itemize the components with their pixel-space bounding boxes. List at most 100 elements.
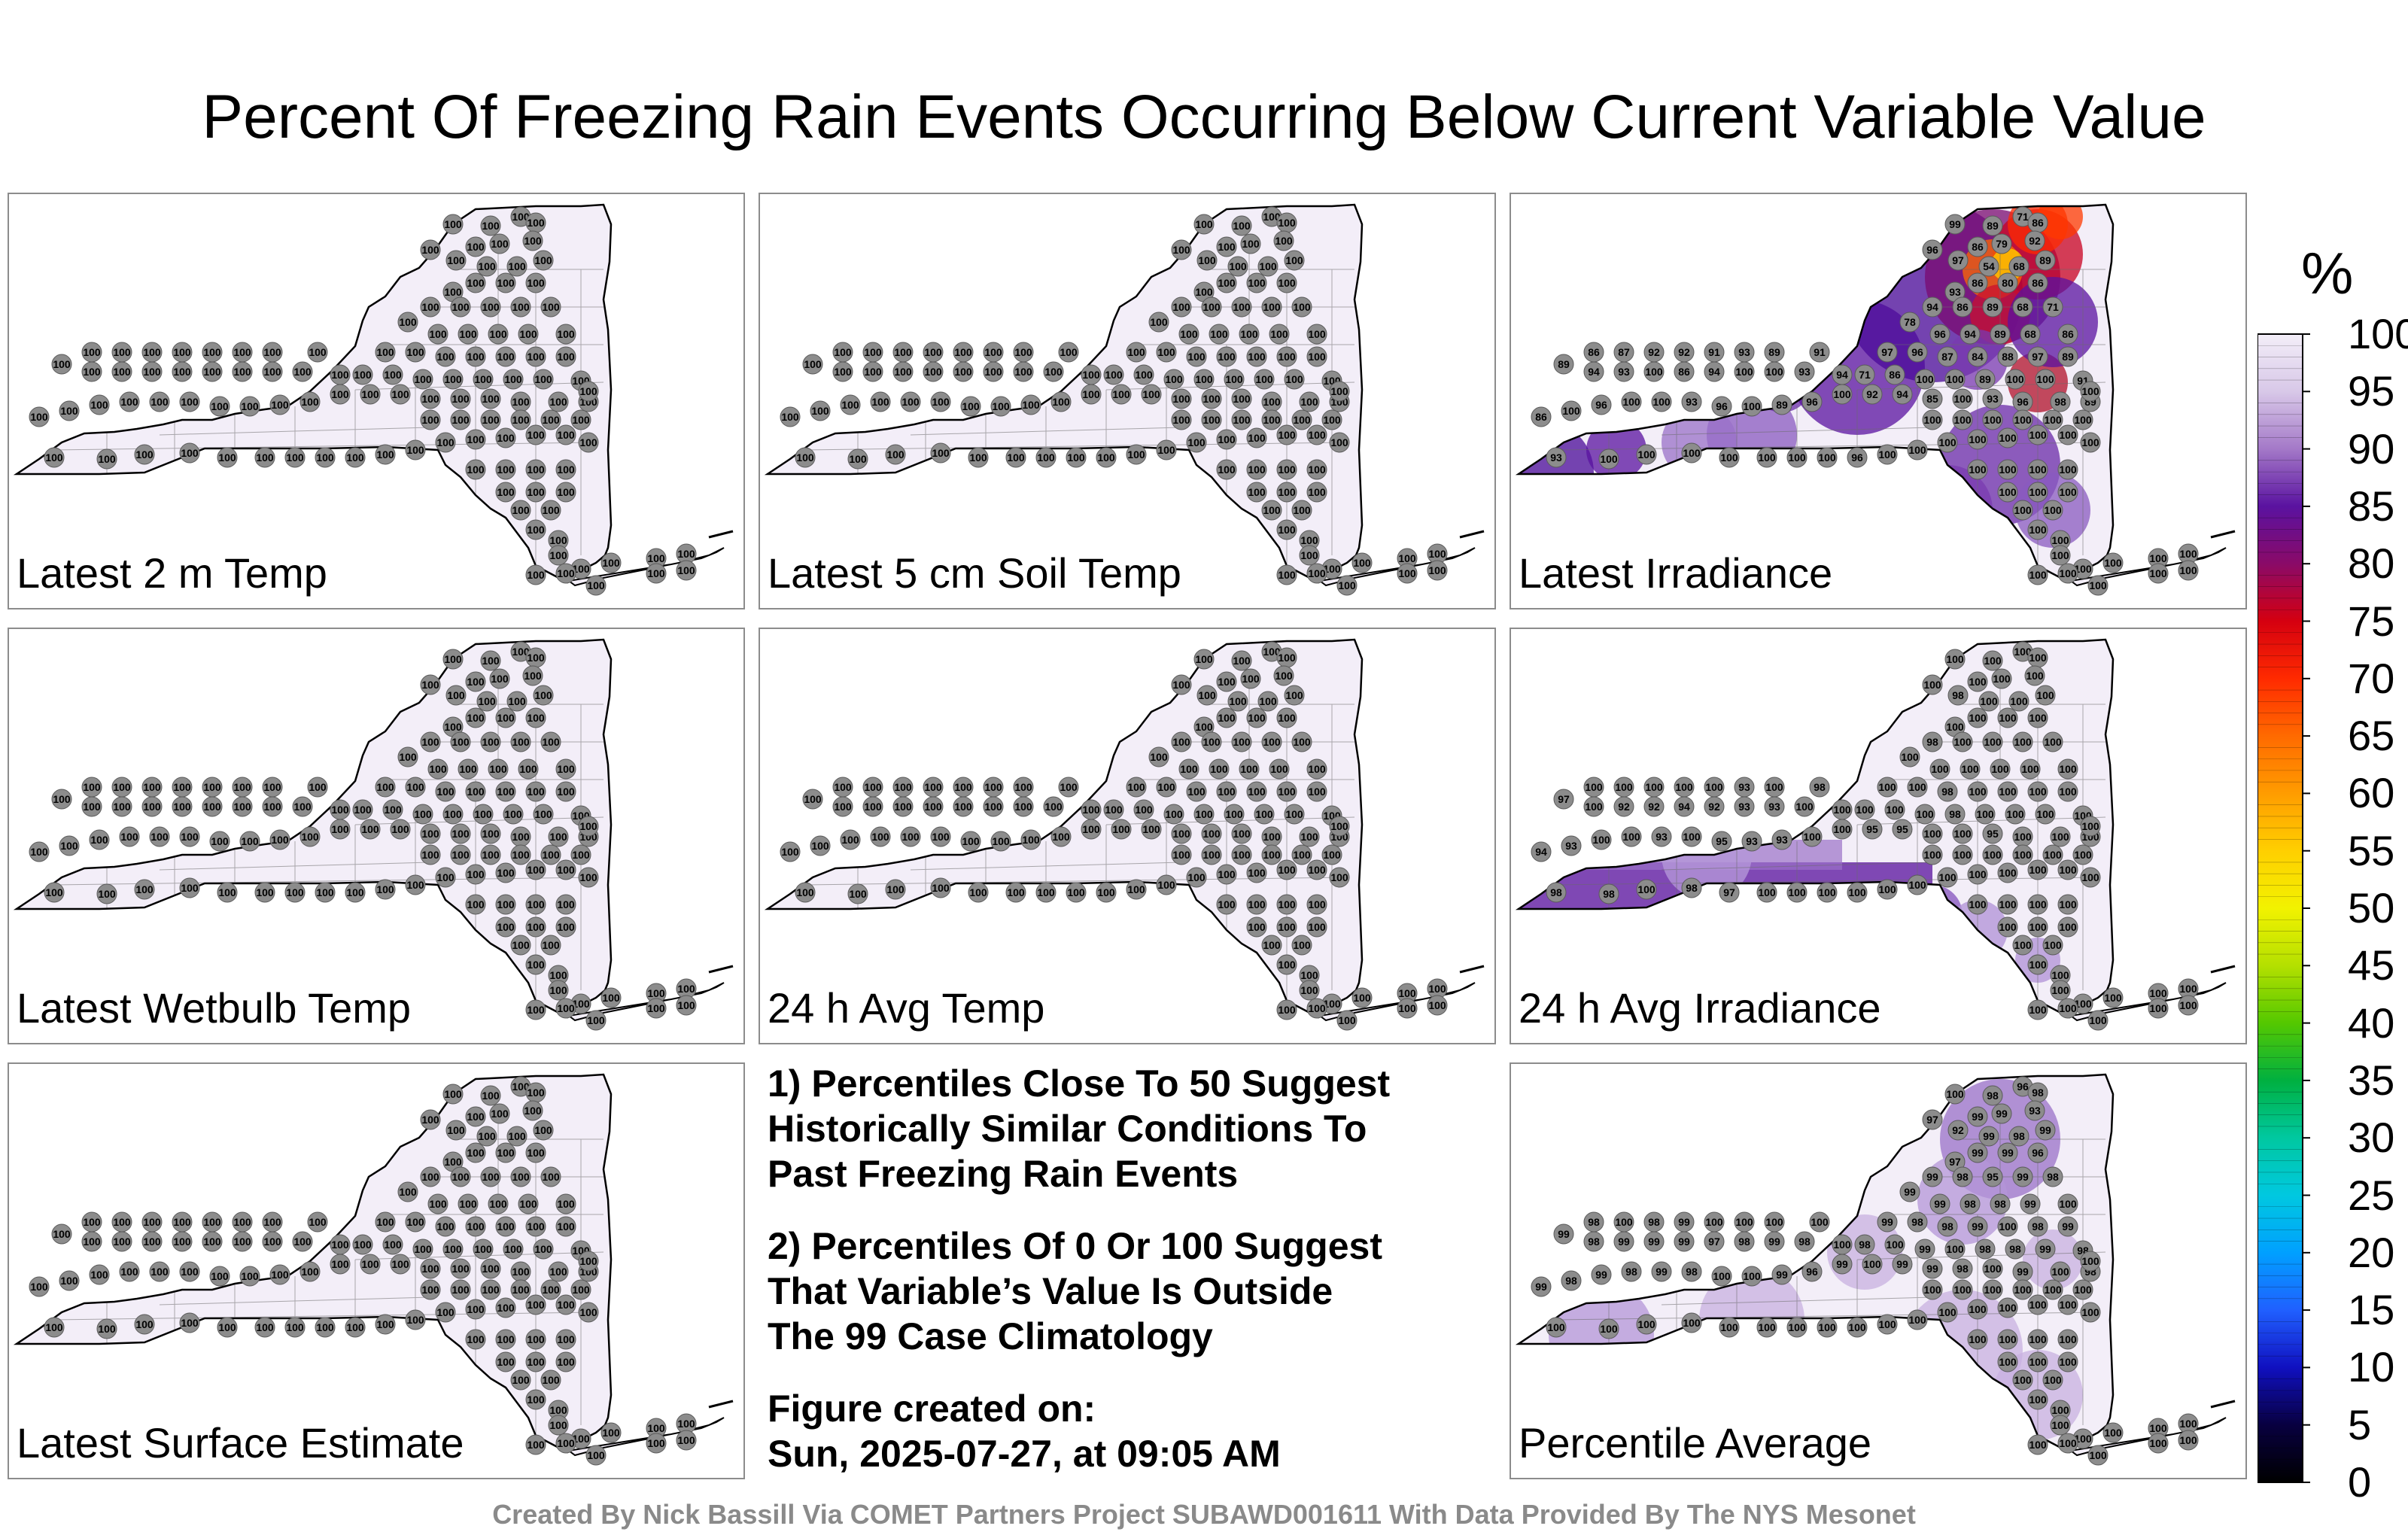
- station-value: 100: [1150, 316, 1168, 328]
- station-marker: 100: [1427, 560, 1448, 581]
- station-marker: 100: [1186, 346, 1207, 367]
- station-value: 100: [647, 1422, 665, 1434]
- station-marker: 100: [51, 1223, 72, 1245]
- station-value: 100: [2014, 1284, 2032, 1296]
- station-value: 100: [1218, 786, 1236, 798]
- station-value: 100: [1037, 451, 1055, 464]
- station-value: 100: [1248, 432, 1266, 444]
- station-marker: 100: [1583, 796, 1604, 817]
- station-marker: 100: [1877, 1314, 1898, 1335]
- station-marker: 100: [570, 558, 591, 579]
- station-value: 100: [1338, 579, 1356, 591]
- station-value: 100: [113, 1236, 131, 1248]
- station-marker: 100: [1719, 1317, 1740, 1338]
- station-value: 98: [1987, 1090, 1999, 1102]
- station-value: 98: [1550, 886, 1562, 898]
- station-value: 100: [1195, 721, 1213, 733]
- station-value: 100: [1233, 414, 1251, 426]
- station-marker: 100: [495, 427, 516, 448]
- station-value: 100: [467, 241, 485, 253]
- station-value: 100: [1278, 652, 1296, 664]
- station-value: 100: [1848, 886, 1866, 898]
- station-value: 100: [549, 969, 567, 981]
- station-marker: 100: [1156, 342, 1177, 363]
- station-value: 100: [549, 1266, 567, 1278]
- station-value: 100: [497, 898, 515, 910]
- station-marker: 100: [420, 1109, 441, 1130]
- station-marker: 100: [1944, 1084, 1966, 1105]
- station-value: 100: [677, 1418, 695, 1430]
- station-value: 100: [1758, 886, 1776, 898]
- station-marker: 100: [420, 239, 441, 260]
- station-marker: 99: [2035, 1120, 2056, 1141]
- station-marker: 100: [1982, 1258, 2003, 1279]
- station-marker: 100: [510, 296, 531, 318]
- station-marker: 99: [1922, 1166, 1943, 1187]
- station-marker: 100: [1997, 1216, 2018, 1237]
- station-value: 100: [1278, 898, 1296, 910]
- station-marker: 100: [862, 777, 883, 798]
- station-value: 100: [1285, 254, 1303, 266]
- station-value: 100: [1180, 328, 1198, 340]
- station-marker: 100: [420, 1166, 441, 1187]
- station-marker: 100: [480, 388, 501, 409]
- station-marker: 100: [1058, 342, 1079, 363]
- station-marker: 100: [179, 877, 200, 898]
- station-value: 100: [1705, 781, 1723, 793]
- station-marker: 100: [2057, 1193, 2078, 1214]
- station-marker: 100: [254, 1317, 275, 1338]
- station-value: 100: [2029, 486, 2047, 498]
- station-value: 100: [497, 712, 515, 724]
- station-marker: 100: [51, 789, 72, 810]
- station-marker: 86: [1884, 364, 1905, 385]
- station-marker: 100: [262, 1231, 283, 1252]
- station-marker: 100: [2027, 954, 2048, 975]
- station-marker: 100: [1276, 519, 1297, 540]
- station-value: 100: [1270, 328, 1288, 340]
- station-marker: 100: [1546, 1317, 1567, 1338]
- station-marker: 100: [96, 1318, 117, 1339]
- station-marker: 100: [1291, 409, 1312, 430]
- station-value: 100: [579, 436, 597, 448]
- station-value: 100: [90, 399, 108, 411]
- station-marker: 100: [284, 447, 306, 468]
- station-marker: 100: [1914, 804, 1935, 825]
- station-marker: 100: [134, 444, 155, 465]
- station-marker: 100: [1201, 823, 1222, 844]
- station-value: 100: [1833, 1239, 1851, 1251]
- station-marker: 100: [2005, 804, 2026, 825]
- station-marker: 100: [2027, 1351, 2048, 1372]
- station-marker: 100: [518, 1193, 539, 1214]
- station-marker: 100: [111, 361, 132, 382]
- station-marker: 78: [1899, 312, 1920, 333]
- station-value: 100: [1743, 400, 1761, 412]
- station-marker: 89: [1553, 354, 1574, 375]
- station-marker: 100: [2057, 424, 2078, 445]
- station-value: 100: [491, 673, 509, 685]
- station-marker: 100: [1043, 361, 1064, 382]
- station-marker: 98: [1643, 1211, 1665, 1233]
- station-marker: 100: [420, 844, 441, 865]
- station-value: 100: [1157, 346, 1175, 358]
- station-value: 100: [1428, 564, 1446, 576]
- station-marker: 96: [1801, 391, 1823, 412]
- station-marker: 100: [1201, 409, 1222, 430]
- station-marker: 100: [315, 1317, 336, 1338]
- station-value: 100: [1984, 736, 2002, 748]
- station-value: 100: [1683, 831, 1701, 843]
- station-value: 100: [83, 781, 101, 793]
- station-value: 100: [1259, 260, 1277, 272]
- station-marker: 92: [1613, 796, 1634, 817]
- station-value: 98: [1625, 1266, 1637, 1278]
- station-value: 100: [2021, 763, 2039, 775]
- station-value: 100: [1645, 781, 1663, 793]
- station-marker: 99: [1531, 1276, 1552, 1297]
- station-marker: 100: [960, 396, 981, 417]
- station-marker: 88: [1997, 346, 2018, 367]
- station-value: 100: [1713, 1270, 1731, 1282]
- station-marker: 100: [262, 796, 283, 817]
- station-value: 100: [1022, 834, 1040, 846]
- station-value: 100: [1969, 433, 1987, 445]
- station-value: 100: [1195, 373, 1213, 385]
